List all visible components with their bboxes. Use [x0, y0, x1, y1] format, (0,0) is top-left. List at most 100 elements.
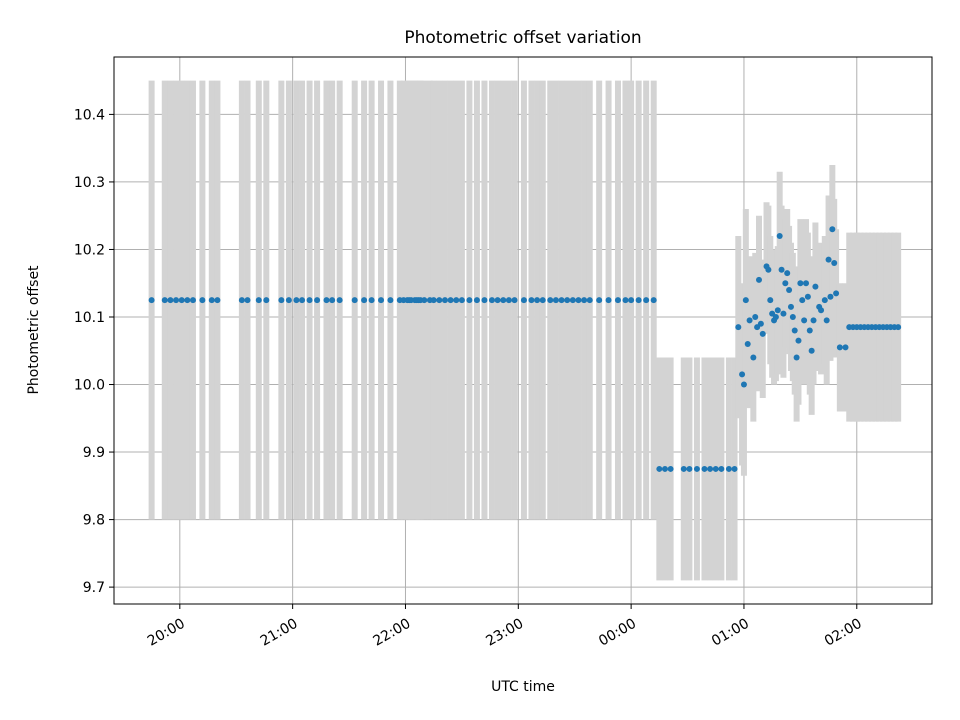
data-point: [605, 297, 612, 304]
data-point: [806, 327, 813, 334]
y-tick-label: 10.1: [74, 310, 105, 326]
data-point: [643, 297, 650, 304]
data-point: [569, 297, 576, 304]
data-point: [895, 324, 902, 331]
data-point: [742, 297, 749, 304]
data-point: [528, 297, 535, 304]
data-point: [772, 313, 779, 320]
data-point: [473, 297, 480, 304]
data-point: [184, 297, 191, 304]
data-point: [581, 297, 588, 304]
chart-title: Photometric offset variation: [404, 28, 641, 48]
data-point: [285, 297, 292, 304]
y-axis-ticks: 9.7 9.8 9.9 10.0 10.1 10.2 10.3 10.4: [74, 107, 114, 596]
data-point: [368, 297, 375, 304]
data-points: [148, 226, 902, 472]
data-point: [776, 232, 783, 239]
data-point: [255, 297, 262, 304]
data-point: [520, 297, 527, 304]
data-point: [167, 297, 174, 304]
data-point: [238, 297, 245, 304]
data-point: [178, 297, 185, 304]
data-point: [329, 297, 336, 304]
data-point: [752, 313, 759, 320]
data-point: [831, 259, 838, 266]
data-point: [278, 297, 285, 304]
data-point: [744, 341, 751, 348]
data-point: [408, 297, 415, 304]
data-point: [701, 465, 708, 472]
data-point: [458, 297, 465, 304]
data-point: [797, 280, 804, 287]
data-point: [725, 465, 732, 472]
data-point: [596, 297, 603, 304]
data-point: [780, 310, 787, 317]
data-point: [564, 297, 571, 304]
data-point: [361, 297, 368, 304]
data-point: [825, 256, 832, 263]
data-point: [787, 303, 794, 310]
data-point: [547, 297, 554, 304]
data-point: [804, 293, 811, 300]
y-tick-label: 10.2: [74, 242, 105, 258]
data-point: [208, 297, 215, 304]
data-point: [453, 297, 460, 304]
data-point: [351, 297, 358, 304]
data-point: [782, 280, 789, 287]
data-point: [818, 307, 825, 314]
data-point: [791, 327, 798, 334]
y-tick-label: 10.3: [74, 175, 105, 191]
data-point: [750, 354, 757, 361]
data-point: [757, 320, 764, 327]
data-point: [650, 297, 657, 304]
data-point: [614, 297, 621, 304]
data-point: [656, 465, 663, 472]
data-point: [635, 297, 642, 304]
data-point: [836, 344, 843, 351]
data-point: [712, 465, 719, 472]
data-point: [803, 280, 810, 287]
data-point: [661, 465, 668, 472]
data-point: [735, 324, 742, 331]
data-point: [299, 297, 306, 304]
data-point: [488, 297, 495, 304]
data-point: [244, 297, 251, 304]
x-axis-label: UTC time: [491, 679, 555, 695]
data-point: [199, 297, 206, 304]
data-point: [622, 297, 629, 304]
data-point: [148, 297, 155, 304]
data-point: [789, 313, 796, 320]
y-tick-label: 10.4: [74, 107, 105, 123]
data-point: [430, 297, 437, 304]
data-point: [534, 297, 541, 304]
y-tick-label: 9.7: [83, 580, 105, 596]
data-point: [812, 283, 819, 290]
data-point: [778, 266, 785, 273]
y-tick-label: 9.8: [83, 513, 105, 529]
data-point: [795, 337, 802, 344]
data-point: [511, 297, 518, 304]
data-point: [718, 465, 725, 472]
data-point: [680, 465, 687, 472]
y-tick-label: 10.0: [74, 378, 105, 394]
data-point: [707, 465, 714, 472]
data-point: [842, 344, 849, 351]
plot-frame: [113, 56, 933, 605]
data-point: [693, 465, 700, 472]
data-point: [421, 297, 428, 304]
data-point: [759, 330, 766, 337]
y-tick-label: 9.9: [83, 445, 105, 461]
data-point: [263, 297, 270, 304]
data-point: [823, 317, 830, 324]
data-point: [755, 276, 762, 283]
data-point: [505, 297, 512, 304]
data-point: [767, 297, 774, 304]
data-point: [494, 297, 501, 304]
data-point: [793, 354, 800, 361]
y-axis-label: Photometric offset: [26, 265, 42, 395]
data-point: [740, 381, 747, 388]
data-point: [821, 297, 828, 304]
data-point: [808, 347, 815, 354]
data-point: [336, 297, 343, 304]
